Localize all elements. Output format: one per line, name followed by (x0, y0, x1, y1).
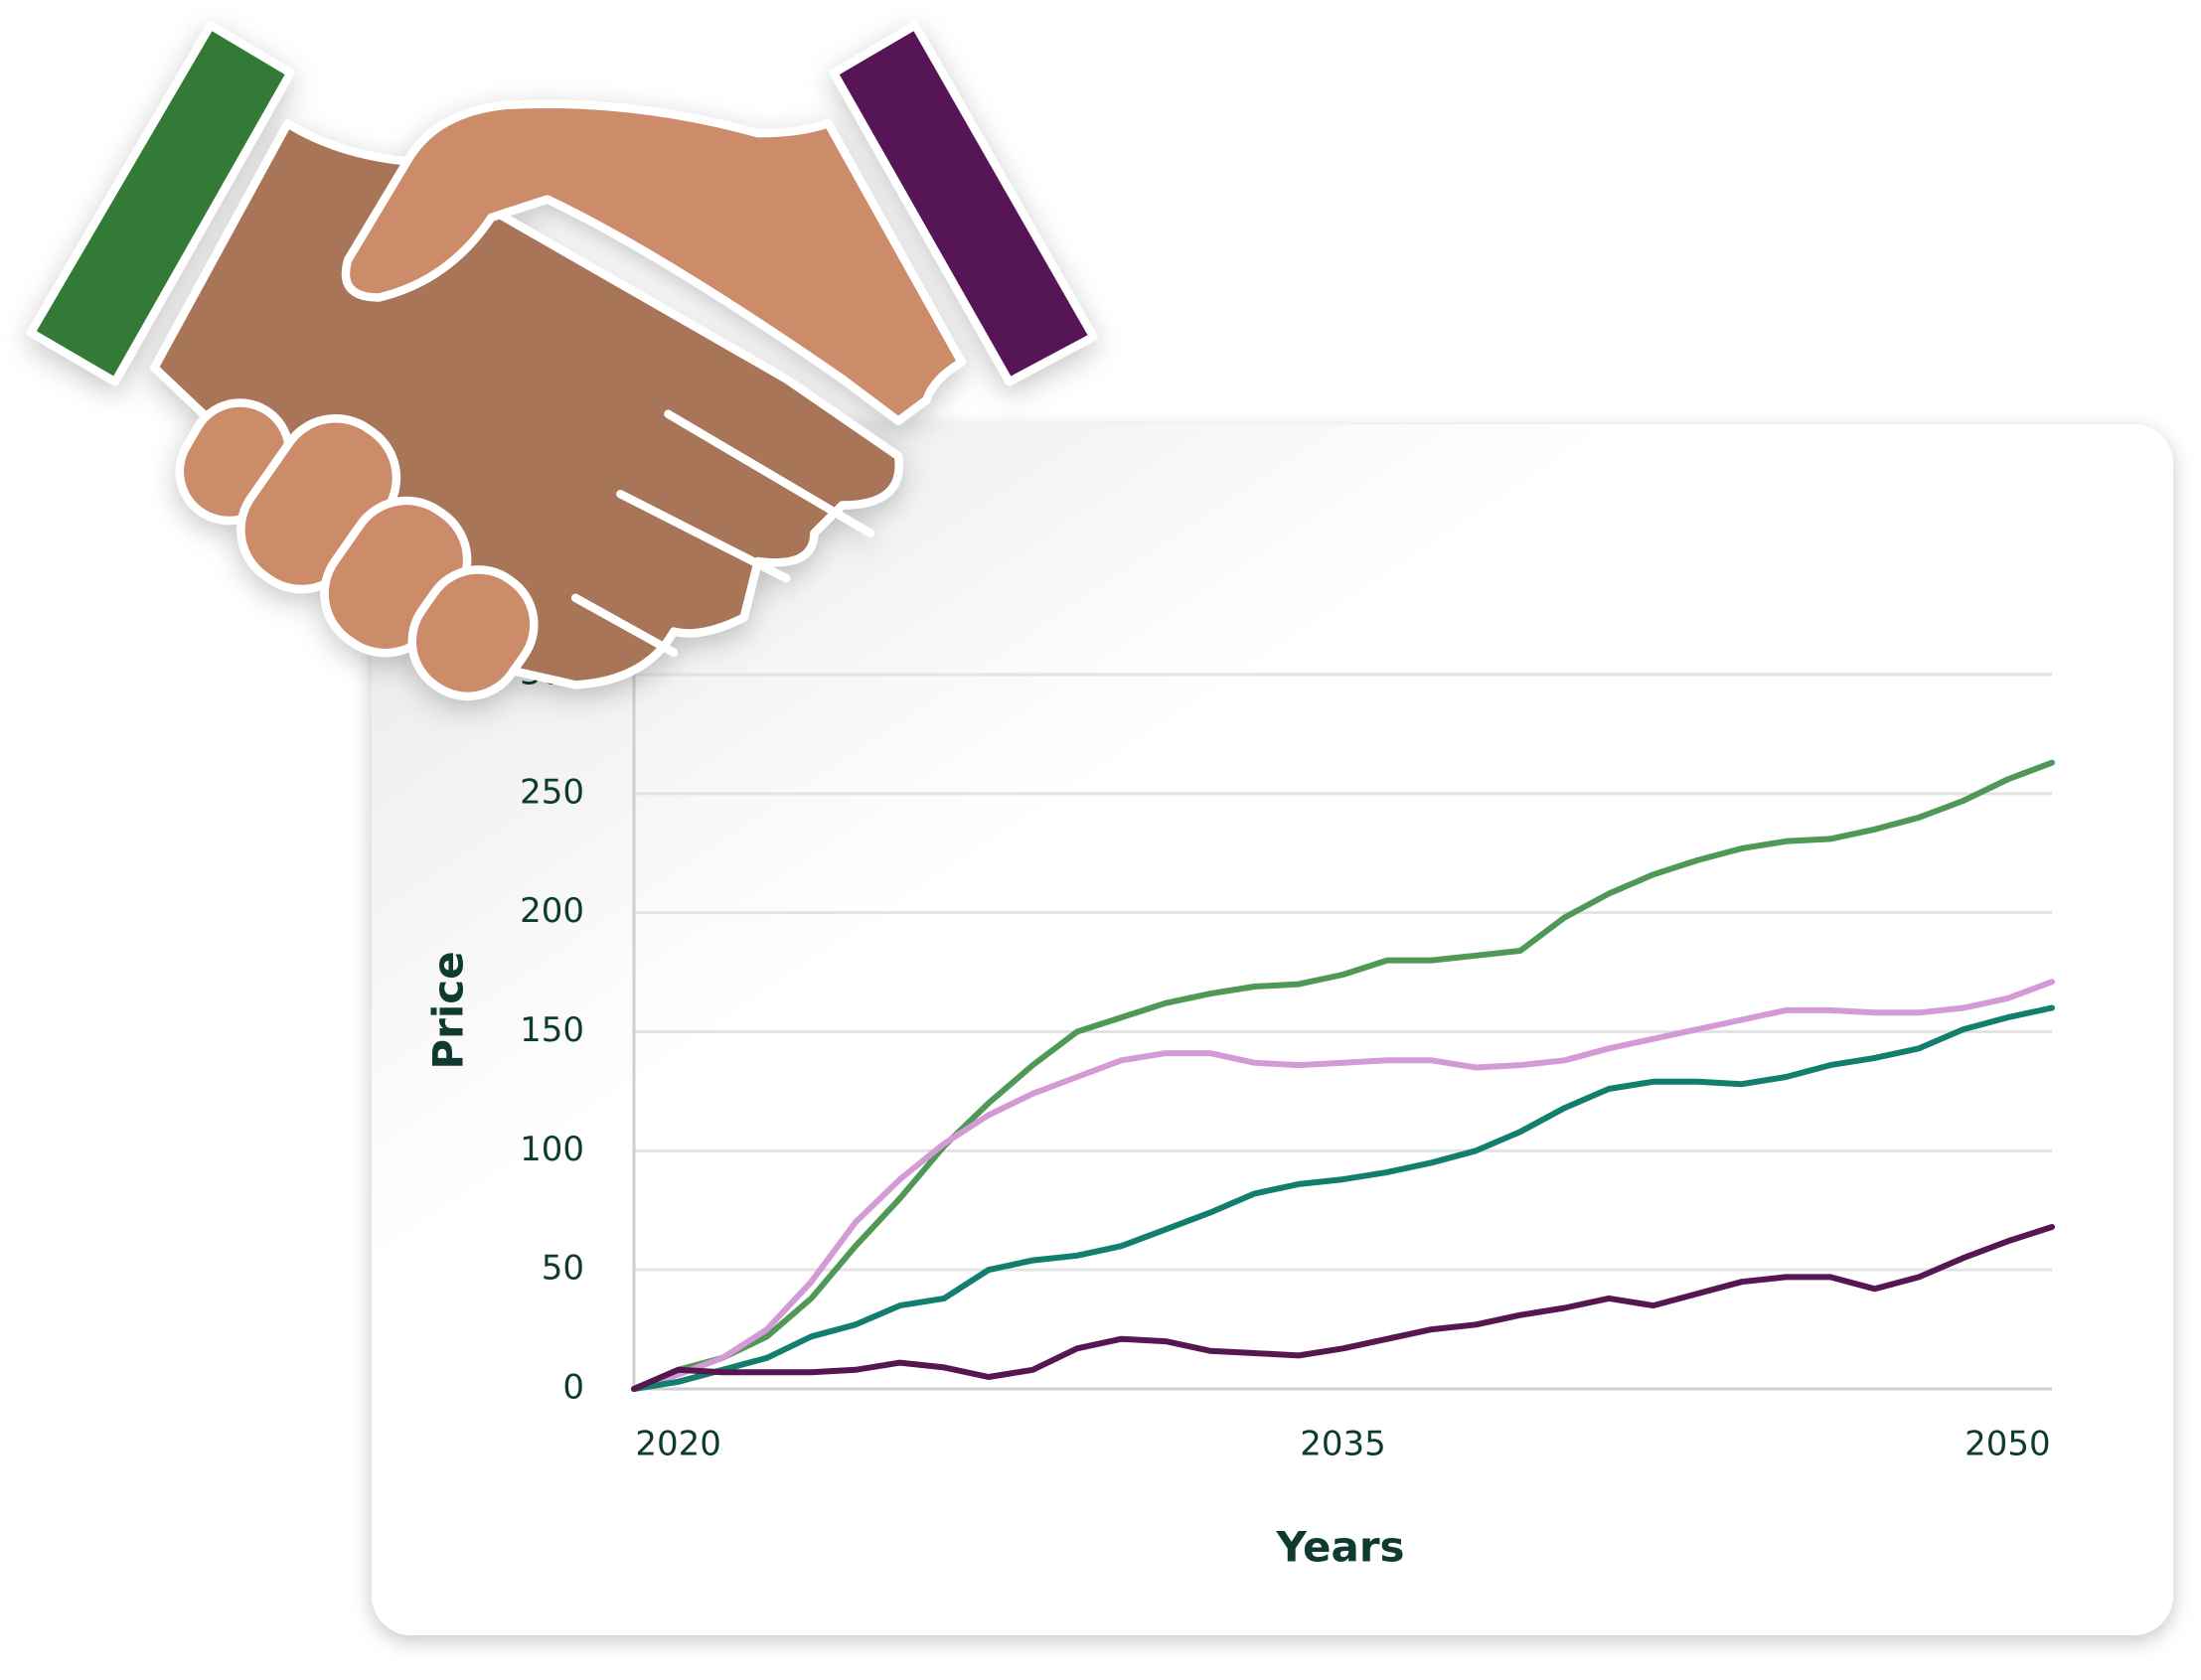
y-tick-label: 250 (520, 772, 584, 812)
x-tick-label: 2035 (1300, 1425, 1386, 1464)
x-axis-title: Years (1275, 1523, 1404, 1572)
y-axis-title: Price (424, 951, 473, 1069)
y-tick-label: 200 (520, 891, 584, 931)
x-tick-label: 2020 (635, 1425, 721, 1464)
series-line (631, 759, 2055, 1392)
plot-area: 050100150200250300202020352050 (520, 654, 2055, 1464)
y-tick-label: 150 (520, 1010, 584, 1050)
handshake-illustration (26, 21, 1098, 701)
y-tick-label: 50 (542, 1249, 584, 1289)
series-line (631, 979, 2055, 1392)
y-tick-label: 100 (520, 1130, 584, 1169)
series-line (631, 1224, 2055, 1392)
series-line (631, 1004, 2055, 1392)
x-tick-label: 2050 (1965, 1425, 2051, 1464)
y-tick-label: 0 (562, 1368, 584, 1408)
